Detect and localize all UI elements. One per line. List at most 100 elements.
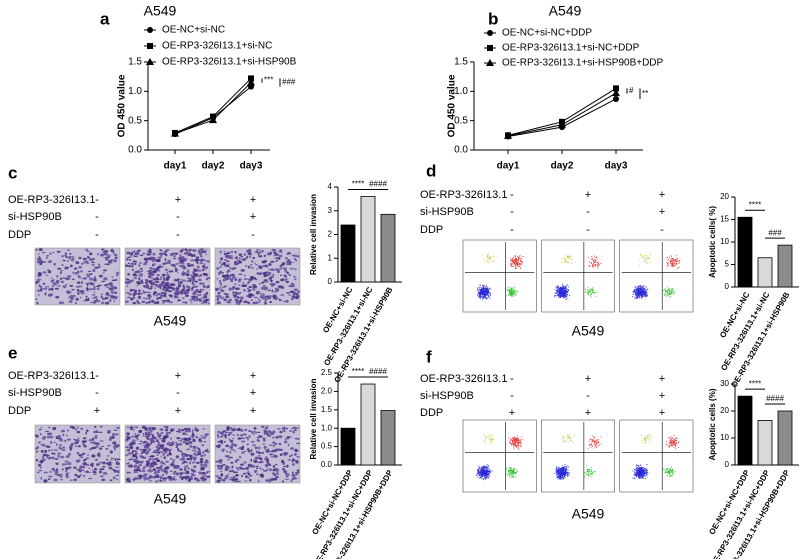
event-dot: [506, 473, 508, 475]
event-dot: [554, 288, 556, 290]
event-dot: [510, 289, 512, 291]
cell: [133, 432, 137, 435]
cell: [116, 478, 119, 481]
event-dot: [520, 260, 522, 262]
event-dot: [515, 473, 517, 475]
event-dot: [584, 291, 586, 293]
cell: [173, 264, 177, 268]
cell: [149, 277, 154, 279]
cell: [165, 471, 168, 476]
cell: [131, 268, 134, 271]
event-dot: [513, 259, 515, 261]
cell: [77, 445, 81, 448]
cell: [66, 259, 69, 262]
event-dot: [516, 471, 518, 473]
cell: [49, 432, 52, 436]
condition-mark: +: [175, 405, 181, 417]
cell: [236, 433, 240, 437]
event-dot: [593, 255, 595, 257]
event-dot: [666, 286, 668, 288]
cell: [111, 279, 116, 282]
cell: [224, 468, 229, 471]
event-dot: [637, 295, 639, 297]
cell: [216, 436, 220, 438]
cell: [199, 282, 203, 285]
cell: [55, 468, 59, 471]
event-dot: [564, 297, 566, 299]
cell: [228, 438, 231, 441]
event-dot: [560, 477, 562, 478]
annotation: ****: [352, 367, 364, 376]
cell: [164, 258, 167, 262]
cell: [198, 248, 200, 252]
cell: [50, 456, 55, 460]
event-dot: [511, 469, 513, 471]
cell: [277, 270, 280, 274]
event-dot: [482, 292, 484, 294]
event-dot: [646, 255, 648, 257]
cell: [241, 445, 245, 449]
cell: [215, 460, 219, 463]
cell: [258, 290, 261, 293]
cell: [219, 470, 223, 473]
event-dot: [478, 288, 480, 290]
cell: [130, 252, 134, 255]
cell: [126, 285, 129, 288]
cell: [204, 453, 206, 457]
event-dot: [639, 293, 641, 295]
event-dot: [477, 288, 479, 290]
cell: [142, 252, 146, 255]
cell: [171, 462, 174, 465]
cell: [218, 261, 222, 264]
cell: [101, 301, 105, 305]
event-dot: [477, 293, 479, 295]
cell: [95, 431, 100, 434]
cell: [112, 441, 117, 445]
cell: [137, 252, 140, 255]
cell: [132, 439, 136, 443]
event-dot: [510, 437, 512, 439]
cell: [283, 465, 287, 468]
event-dot: [562, 285, 564, 287]
event-dot: [514, 263, 515, 265]
cell: [64, 252, 68, 256]
event-dot: [515, 293, 517, 295]
event-dot: [514, 437, 516, 439]
event-dot: [489, 473, 491, 475]
event-dot: [594, 261, 596, 263]
event-dot: [563, 257, 565, 259]
cell: [225, 274, 230, 277]
event-dot: [642, 286, 644, 288]
event-dot: [515, 262, 517, 264]
cell: [263, 429, 267, 431]
cell: [154, 451, 158, 454]
event-dot: [486, 290, 488, 292]
event-dot: [482, 474, 484, 476]
cell: [192, 284, 196, 286]
event-dot: [585, 288, 586, 290]
event-dot: [483, 479, 484, 481]
cell: [194, 449, 197, 452]
cell: [256, 473, 259, 476]
cell: [183, 437, 186, 440]
cell: [296, 255, 300, 258]
cell: [274, 254, 279, 256]
event-dot: [564, 296, 566, 298]
event-dot: [671, 258, 673, 259]
event-dot: [487, 295, 489, 297]
event-dot: [485, 471, 487, 473]
event-dot: [568, 258, 570, 260]
cell: [86, 457, 90, 459]
cell: [57, 452, 62, 455]
cell: [111, 435, 115, 440]
event-dot: [522, 439, 524, 441]
cell: [237, 279, 241, 283]
cell: [147, 295, 151, 299]
cell: [70, 442, 75, 445]
event-dot: [664, 294, 666, 296]
cell: [67, 275, 70, 277]
event-dot: [482, 469, 484, 471]
cell: [285, 478, 289, 481]
event-dot: [521, 263, 523, 265]
cell: [183, 468, 186, 472]
